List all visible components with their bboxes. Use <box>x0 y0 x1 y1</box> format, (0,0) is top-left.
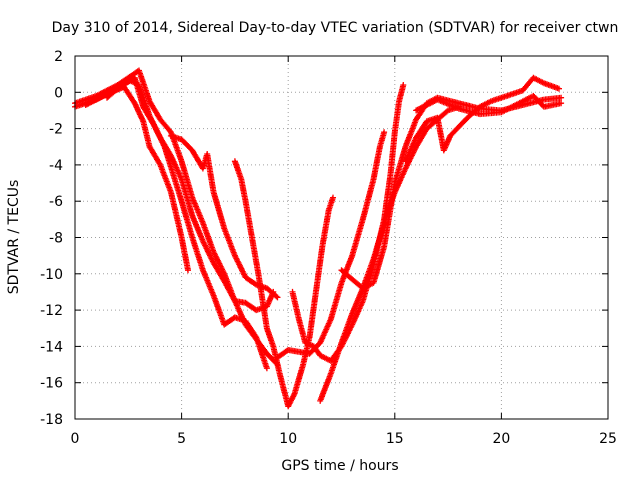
y-tick-label: 0 <box>54 85 63 101</box>
x-tick-label: 5 <box>177 431 186 447</box>
x-tick-label: 0 <box>71 431 80 447</box>
series-track-c <box>104 76 277 314</box>
x-tick-label: 25 <box>599 431 617 447</box>
x-axis-label: GPS time / hours <box>281 458 398 474</box>
series-markers <box>72 74 270 372</box>
y-tick-label: -18 <box>40 412 63 428</box>
series-track-i <box>317 103 462 404</box>
series-track-g <box>274 129 388 361</box>
y-tick-label: -10 <box>40 267 63 283</box>
y-axis-label: SDTVAR / TECUs <box>6 180 22 295</box>
series-markers <box>231 158 336 410</box>
y-tick-label: -12 <box>40 303 63 319</box>
y-tick-label: -6 <box>49 194 63 210</box>
y-tick-label: -14 <box>40 339 63 355</box>
series-track-f <box>231 158 336 410</box>
series-markers <box>317 103 462 404</box>
series-track-k <box>402 74 562 165</box>
series-track-d <box>82 83 191 274</box>
series-markers <box>167 132 281 301</box>
y-tick-label: 2 <box>54 49 63 65</box>
data-points <box>72 67 565 410</box>
series-markers <box>402 74 562 165</box>
series-markers <box>413 92 565 118</box>
series-markers <box>274 129 388 361</box>
series-track-e <box>167 132 281 301</box>
y-tick-label: -8 <box>49 231 63 247</box>
x-tick-label: 20 <box>492 431 510 447</box>
x-tick-label: 15 <box>386 431 404 447</box>
y-tick-label: -16 <box>40 376 63 392</box>
y-tick-label: -4 <box>49 158 63 174</box>
series-track-l <box>413 92 565 118</box>
series-markers <box>82 83 191 274</box>
chart-title: Day 310 of 2014, Sidereal Day-to-day VTE… <box>52 20 619 36</box>
series-track-b <box>72 74 270 372</box>
x-tick-label: 10 <box>279 431 297 447</box>
y-tick-label: -2 <box>49 122 63 138</box>
series-markers <box>104 76 277 314</box>
